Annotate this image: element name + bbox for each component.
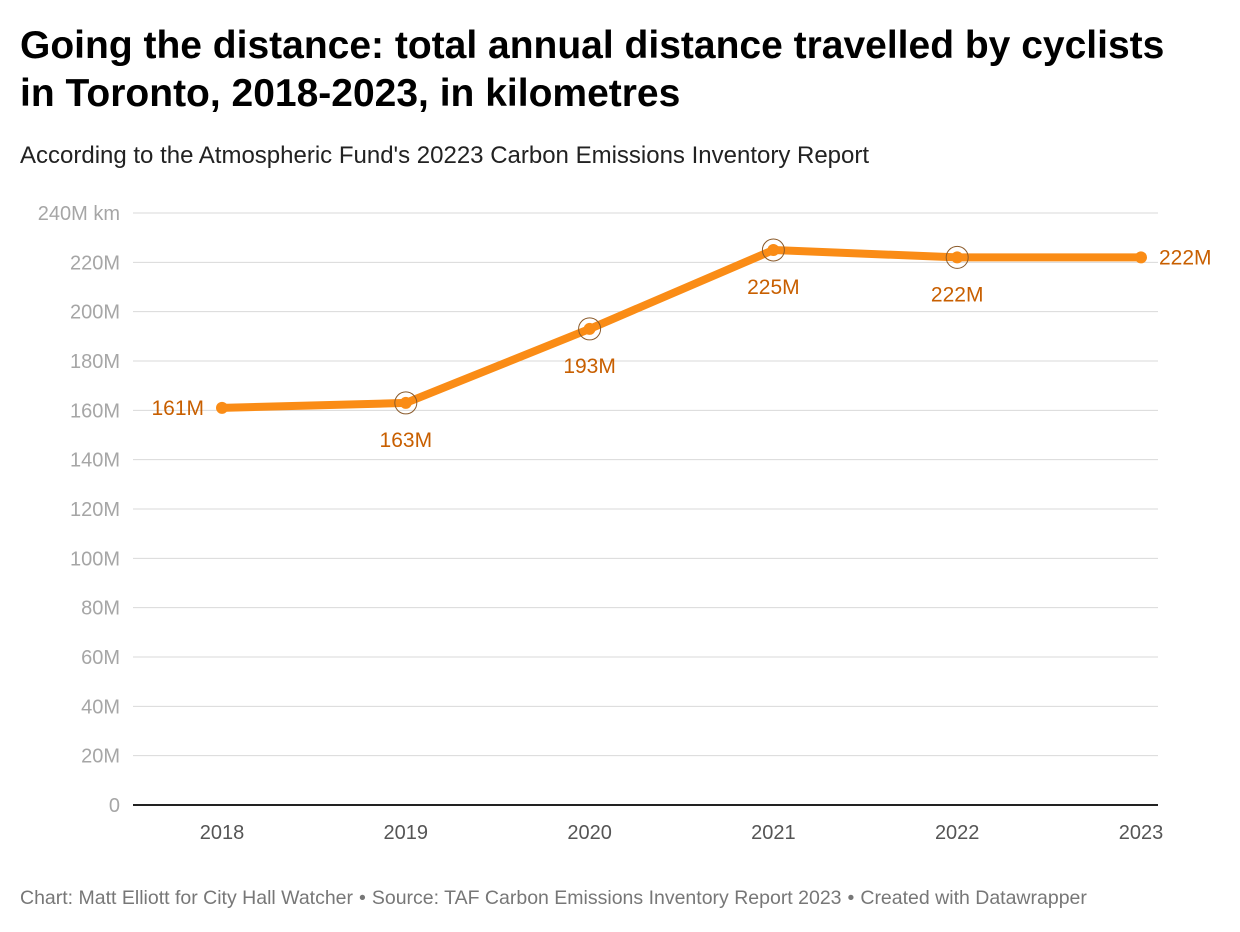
y-axis-tick-labels: 0 20M 40M 60M 80M 100M 120M 140M 160M 180M 200M 220…	[38, 203, 120, 817]
y-tick-label: 120M	[70, 499, 120, 521]
data-point-ring	[945, 245, 969, 269]
y-tick-label: 60M	[81, 647, 120, 669]
x-tick-label: 2023	[1119, 822, 1164, 844]
source-link[interactable]: Source: TAF Carbon Emissions Inventory R…	[371, 887, 842, 909]
y-tick-label: 0	[109, 795, 120, 817]
data-point[interactable]	[951, 251, 964, 264]
datawrapper-link[interactable]: Created with Datawrapper	[860, 887, 1087, 909]
x-tick-label: 2018	[200, 822, 245, 844]
line-chart: 0 20M 40M 60M 80M 100M 120M 140M 160M 180M 200M 220…	[38, 203, 1212, 844]
x-tick-label: 2020	[567, 822, 612, 844]
gridlines	[133, 212, 1158, 757]
y-tick-label: 80M	[81, 598, 120, 620]
data-label: 161M	[151, 397, 204, 420]
y-tick-label: 180M	[70, 351, 120, 373]
data-point-ring	[578, 317, 602, 341]
x-tick-label: 2021	[751, 822, 796, 844]
chart-footer: Chart: Matt Elliott for City Hall Watche…	[20, 885, 1087, 911]
y-tick-label: 160M	[70, 400, 120, 422]
x-tick-label: 2022	[935, 822, 980, 844]
y-tick-label: 220M	[70, 252, 120, 274]
footer-separator: •	[359, 887, 366, 909]
y-tick-label: 240M km	[38, 203, 120, 225]
x-axis-tick-labels: 2018 2019 2020 2021 2022 2023	[200, 822, 1164, 844]
y-tick-label: 20M	[81, 746, 120, 768]
data-label: 193M	[563, 355, 616, 378]
data-point[interactable]	[767, 244, 780, 256]
chart-subtitle: According to the Atmospheric Fund's 2022…	[20, 142, 870, 169]
data-labels: 161M 163M 193M 225M 222M 222M	[151, 246, 1211, 452]
data-label: 222M	[931, 283, 984, 306]
y-tick-label: 140M	[70, 450, 120, 472]
data-point[interactable]	[216, 401, 228, 414]
data-label: 163M	[380, 429, 433, 452]
data-point[interactable]	[399, 396, 412, 409]
series-line-path	[218, 246, 1145, 412]
data-label: 225M	[747, 276, 800, 299]
footer-separator: •	[847, 887, 855, 909]
y-tick-label: 100M	[70, 548, 120, 570]
chart-title: Going the distance: total annual distanc…	[20, 24, 1165, 115]
data-point[interactable]	[1135, 251, 1147, 264]
credit-text: Chart: Matt Elliott for City Hall Watche…	[20, 887, 354, 909]
data-point[interactable]	[583, 322, 596, 335]
data-point-ring	[394, 391, 418, 415]
series-line	[218, 246, 1145, 412]
y-tick-label: 200M	[70, 302, 120, 324]
y-tick-label: 40M	[81, 696, 120, 718]
x-tick-label: 2019	[384, 822, 429, 844]
data-label: 222M	[1159, 246, 1212, 269]
data-points	[216, 238, 1147, 415]
data-point-ring	[761, 238, 785, 262]
